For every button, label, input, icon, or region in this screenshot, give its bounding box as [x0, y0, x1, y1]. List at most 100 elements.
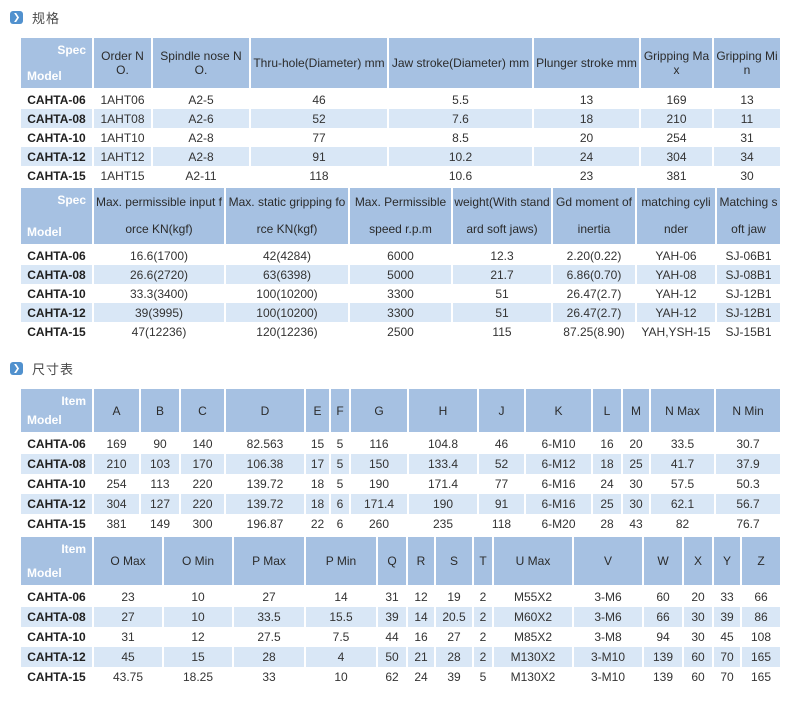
value-cell: 76.7	[736, 517, 760, 531]
value-cell: 14	[407, 607, 436, 627]
value-cell: 62.1	[650, 494, 716, 514]
column-header: K	[525, 389, 593, 434]
value-cell: 6-M12	[525, 454, 593, 474]
value-cell: 118	[478, 514, 526, 534]
value-cell: 210	[93, 454, 141, 474]
model-cell: CAHTA-12	[21, 303, 94, 322]
value-cell: 25	[622, 454, 651, 474]
column-header: E	[305, 389, 331, 434]
value-cell: 3300	[349, 303, 453, 322]
value-cell: SJ-15B1	[725, 324, 772, 339]
value-cell: 1AHT10	[93, 128, 153, 147]
value-cell: 26.47(2.7)	[552, 284, 637, 303]
value-cell: 6-M10	[525, 433, 593, 454]
value-cell: 10	[163, 586, 234, 607]
value-cell: 21	[407, 647, 436, 667]
model-cell: CAHTA-10	[21, 284, 94, 303]
value-cell: 139.72	[225, 494, 306, 514]
value-cell: YAH-08	[636, 265, 717, 284]
value-cell: 8.5	[388, 128, 534, 147]
value-cell: 190	[408, 494, 479, 514]
value-cell: A2-8	[152, 147, 251, 166]
column-header: W	[643, 537, 684, 587]
value-cell: 15	[163, 647, 234, 667]
table-row: CAHTA-06 23 10 27 14 31 12 19 2 M55X2 3-M6 60 20 33 66	[21, 586, 780, 607]
value-cell: 2500	[349, 322, 453, 341]
column-header: Jaw stroke(Diameter) mm	[388, 38, 534, 90]
table-row: CAHTA-08 27 10 33.5 15.5 39 14 20.5 2 M60X2 3-M6 66…	[21, 607, 780, 627]
model-cell: CAHTA-15	[21, 667, 94, 687]
column-header: X	[683, 537, 714, 587]
value-cell: 33.3(3400)	[93, 284, 226, 303]
value-cell: 43.75	[93, 667, 164, 687]
column-header: L	[592, 389, 623, 434]
value-cell: SJ-12B1	[725, 286, 772, 301]
section-title-text-spec: 规格	[32, 10, 61, 26]
table-row: CAHTA-10 1AHT10 A2-8 77 8.5 20 254 31	[21, 128, 780, 147]
value-cell: 106.38	[225, 454, 306, 474]
column-header: Max. static gripping force KN(kgf)	[225, 188, 350, 246]
value-cell: 10	[305, 667, 378, 687]
value-cell: 90	[140, 433, 181, 454]
value-cell: 77	[478, 474, 526, 494]
value-cell: 31	[93, 627, 164, 647]
value-cell: M130X2	[493, 667, 574, 687]
value-cell: 7.5	[305, 627, 378, 647]
value-cell: 41.7	[650, 454, 716, 474]
corner-bottom-label: Model	[27, 413, 62, 427]
value-cell: 150	[350, 454, 409, 474]
value-cell: 28	[233, 647, 306, 667]
value-cell: 39	[377, 607, 408, 627]
value-cell: 133.4	[408, 454, 479, 474]
value-cell: 381	[93, 514, 141, 534]
value-cell: 33.5	[650, 433, 716, 454]
value-cell: SJ-12B1	[716, 303, 780, 322]
value-cell: 235	[408, 514, 479, 534]
table-row: CAHTA-10 33.3(3400) 100(10200) 3300 51 26.47(…	[21, 284, 780, 303]
column-header: O Min	[163, 537, 234, 587]
column-header: J	[478, 389, 526, 434]
value-cell: 45	[713, 627, 742, 647]
column-header: B	[140, 389, 181, 434]
value-cell: 169	[640, 89, 714, 109]
section-arrow-icon: ❯	[10, 361, 23, 375]
column-header: Spindle nose NO.	[152, 38, 251, 90]
value-cell: 26.6(2720)	[93, 265, 226, 284]
corner-bottom-label: Model	[27, 566, 62, 580]
value-cell: 39	[435, 667, 474, 687]
corner-top-label: Spec	[57, 193, 86, 207]
value-cell: 16.6(1700)	[93, 245, 226, 265]
value-cell: 118	[250, 166, 389, 185]
column-header: Matching soft jaw	[716, 188, 780, 246]
corner-header-cell: Spec Model	[21, 188, 94, 246]
column-header: C	[180, 389, 226, 434]
value-cell: 100(10200)	[225, 284, 350, 303]
value-cell: 165	[750, 670, 772, 684]
value-cell: 5.5	[388, 89, 534, 109]
value-cell: 27	[233, 586, 306, 607]
value-cell: 33	[233, 667, 306, 687]
section-title-text-dimensions: 尺寸表	[32, 361, 75, 377]
column-header: Gripping Min	[713, 38, 780, 90]
model-cell: CAHTA-12	[21, 147, 94, 166]
column-header: F	[330, 389, 351, 434]
model-cell: CAHTA-08	[21, 109, 94, 128]
column-header: Thru-hole(Diameter) mm	[250, 38, 389, 90]
value-cell: 27	[435, 627, 474, 647]
value-cell: 139	[643, 667, 684, 687]
value-cell: M130X2	[493, 647, 574, 667]
value-cell: A2-5	[152, 89, 251, 109]
value-cell: 31	[740, 130, 754, 145]
table-row: CAHTA-15 381 149 300 196.87 22 6 260 235 118 6-M20…	[21, 514, 780, 534]
table-row: CAHTA-08 210 103 170 106.38 17 5 150 133.4 52 6-M1…	[21, 454, 780, 474]
value-cell: 165	[741, 647, 780, 667]
column-header: R	[407, 537, 436, 587]
value-cell: 56.7	[715, 494, 780, 514]
corner-header-cell: Item Model	[21, 389, 94, 434]
section-title-dimensions: ❯ 尺寸表	[10, 359, 795, 377]
value-cell: M85X2	[493, 627, 574, 647]
value-cell: 30	[683, 627, 714, 647]
value-cell: 50.3	[736, 477, 760, 491]
value-cell: 26.47(2.7)	[552, 303, 637, 322]
value-cell: A2-6	[152, 109, 251, 128]
